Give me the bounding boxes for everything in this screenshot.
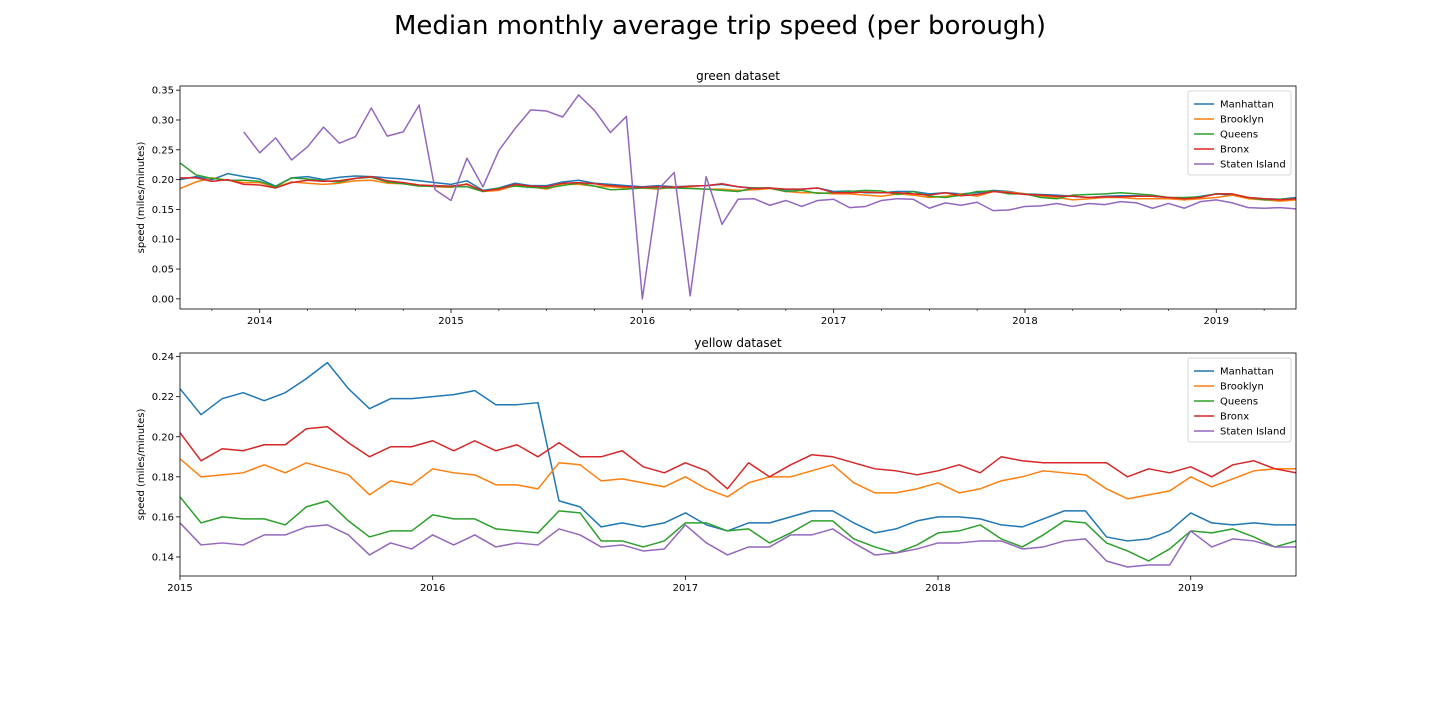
green-dataset-panel: green dataset speed (miles/minutes) 0.00 0.…: [136, 69, 1297, 327]
x-tick-label: 2016: [630, 316, 655, 327]
x-tick-label: 2015: [438, 316, 463, 327]
y-axis-label: speed (miles/minutes): [136, 409, 147, 521]
y-tick-label: 0.25: [152, 145, 174, 156]
y-tick-label: 0.20: [152, 432, 174, 443]
y-tick-label: 0.00: [152, 294, 174, 305]
legend-entry: Manhattan: [1220, 367, 1274, 378]
x-tick-label: 2019: [1178, 583, 1203, 594]
legend-entry: Bronx: [1220, 412, 1249, 423]
x-tick-label: 2018: [925, 583, 950, 594]
series-line-bronx: [180, 175, 1296, 201]
y-tick-label: 0.22: [152, 392, 174, 403]
legend: Manhattan Brooklyn Queens Bronx Staten Islan…: [1187, 90, 1292, 176]
y-axis-label: speed (miles/minutes): [136, 142, 147, 254]
legend-entry: Brooklyn: [1220, 382, 1264, 393]
legend-entry: Bronx: [1220, 145, 1249, 156]
legend-entry: Manhattan: [1220, 100, 1274, 111]
y-tick-label: 0.24: [152, 352, 174, 363]
x-tick-label: 2018: [1012, 316, 1037, 327]
legend: Manhattan Brooklyn Queens Bronx Staten Islan…: [1187, 357, 1292, 443]
series-line-bronx: [180, 425, 1296, 490]
yellow-dataset-panel: yellow dataset speed (miles/minutes) 0.14 0…: [136, 336, 1297, 594]
series-line-staten-island: [243, 94, 1296, 300]
series-lines: [180, 94, 1296, 300]
series-lines: [180, 361, 1296, 568]
series-line-queens: [180, 496, 1296, 562]
y-tick-label: 0.16: [152, 512, 174, 523]
y-tick-label: 0.30: [152, 115, 174, 126]
legend-box: [1187, 357, 1292, 443]
x-tick-label: 2019: [1204, 316, 1229, 327]
y-tick-label: 0.18: [152, 472, 174, 483]
series-line-brooklyn: [180, 458, 1296, 500]
legend-entry: Brooklyn: [1220, 115, 1264, 126]
panel-title: green dataset: [696, 69, 780, 83]
axes-frame: [179, 352, 1297, 577]
y-tick-label: 0.14: [152, 552, 174, 563]
legend-entry: Staten Island: [1220, 427, 1286, 438]
y-tick-label: 0.35: [152, 86, 174, 97]
x-tick-label: 2015: [167, 583, 192, 594]
series-line-brooklyn: [180, 177, 1296, 202]
y-tick-label: 0.10: [152, 235, 174, 246]
y-tick-label: 0.05: [152, 265, 174, 276]
x-tick-label: 2017: [821, 316, 846, 327]
series-line-manhattan: [180, 361, 1296, 542]
panel-title: yellow dataset: [694, 336, 782, 350]
y-tick-label: 0.20: [152, 175, 174, 186]
legend-entry: Staten Island: [1220, 160, 1286, 171]
x-tick-label: 2016: [420, 583, 445, 594]
y-tick-label: 0.15: [152, 205, 174, 216]
series-line-staten-island: [180, 522, 1296, 568]
figure-title: Median monthly average trip speed (per b…: [394, 11, 1046, 41]
x-tick-label: 2014: [247, 316, 272, 327]
axes-frame: [179, 85, 1297, 310]
legend-entry: Queens: [1220, 130, 1258, 141]
x-tick-label: 2017: [673, 583, 698, 594]
legend-box: [1187, 90, 1292, 176]
legend-entry: Queens: [1220, 397, 1258, 408]
